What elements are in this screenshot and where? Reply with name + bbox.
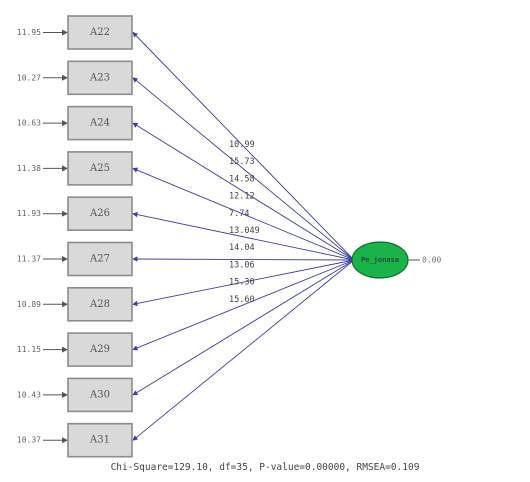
t-value-A26: 7.74 — [229, 209, 249, 219]
indicator-box-A24 — [67, 105, 133, 141]
indicator-label-A24: A24 — [89, 118, 110, 129]
indicator-box-A30 — [67, 377, 133, 413]
indicator-label-A26: A26 — [89, 208, 110, 219]
error-variance-A25: 11.38 — [17, 164, 41, 173]
loading-path-A29 — [132, 259, 355, 351]
error-variance-A23: 10.27 — [17, 73, 41, 82]
t-value-A31: 15.60 — [229, 295, 255, 305]
t-value-A27: 13.049 — [229, 226, 260, 236]
error-variance-A26: 11.93 — [17, 209, 41, 218]
indicator-box-A23 — [67, 60, 133, 96]
indicator-label-A27: A27 — [89, 254, 110, 265]
loading-path-A25 — [132, 167, 355, 261]
indicator-label-A25: A25 — [89, 163, 110, 174]
indicator-label-A22: A22 — [89, 27, 110, 38]
indicator-box-A31 — [67, 422, 133, 458]
loading-path-A30 — [132, 259, 355, 396]
error-variance-A24: 10.63 — [17, 119, 41, 128]
loading-path-A23 — [132, 77, 355, 261]
latent-variance: 0.00 — [422, 256, 441, 265]
t-value-A30: 15.30 — [229, 278, 255, 288]
error-variance-A31: 10.37 — [17, 436, 41, 445]
indicator-label-A28: A28 — [89, 299, 110, 310]
path-diagram: 10.99 15.73 14.58 12.12 7.74 13.049 14.04 13.06… — [17, 15, 441, 458]
loading-path-A24 — [132, 122, 355, 261]
t-value-A23: 15.73 — [229, 157, 255, 167]
fit-statistics: Chi-Square=129.10, df=35, P-value=0.0000… — [110, 462, 420, 473]
t-value-A22: 10.99 — [229, 140, 255, 150]
indicator-box-A27 — [67, 241, 133, 277]
loading-path-A22 — [132, 31, 355, 261]
indicator-box-A25 — [67, 151, 133, 186]
indicator-label-A29: A29 — [89, 344, 110, 355]
error-variance-A30: 10.43 — [17, 390, 41, 399]
indicator-label-A23: A23 — [89, 72, 110, 83]
t-value-A24: 14.58 — [229, 174, 255, 184]
loading-path-A31 — [132, 259, 355, 441]
indicator-label-A31: A31 — [89, 435, 110, 446]
indicator-box-A22 — [67, 15, 133, 50]
latent-variable-label: Pe_jonasa — [361, 256, 399, 264]
error-variance-A27: 11.37 — [17, 255, 41, 264]
indicator-label-A30: A30 — [89, 389, 110, 400]
indicator-box-A28 — [67, 286, 133, 322]
loading-path-A26 — [132, 211, 355, 261]
error-variance-A29: 11.15 — [17, 345, 41, 354]
indicator-box-A29 — [67, 332, 133, 367]
loading-path-A28 — [132, 259, 355, 307]
loading-path-A27 — [132, 256, 355, 262]
t-value-A25: 12.12 — [229, 192, 255, 202]
indicator-box-A26 — [67, 196, 133, 231]
t-value-A28: 14.04 — [229, 243, 255, 253]
error-variance-A22: 11.95 — [17, 28, 41, 37]
error-variance-A28: 10.89 — [17, 300, 41, 309]
t-value-A29: 13.06 — [229, 260, 255, 270]
